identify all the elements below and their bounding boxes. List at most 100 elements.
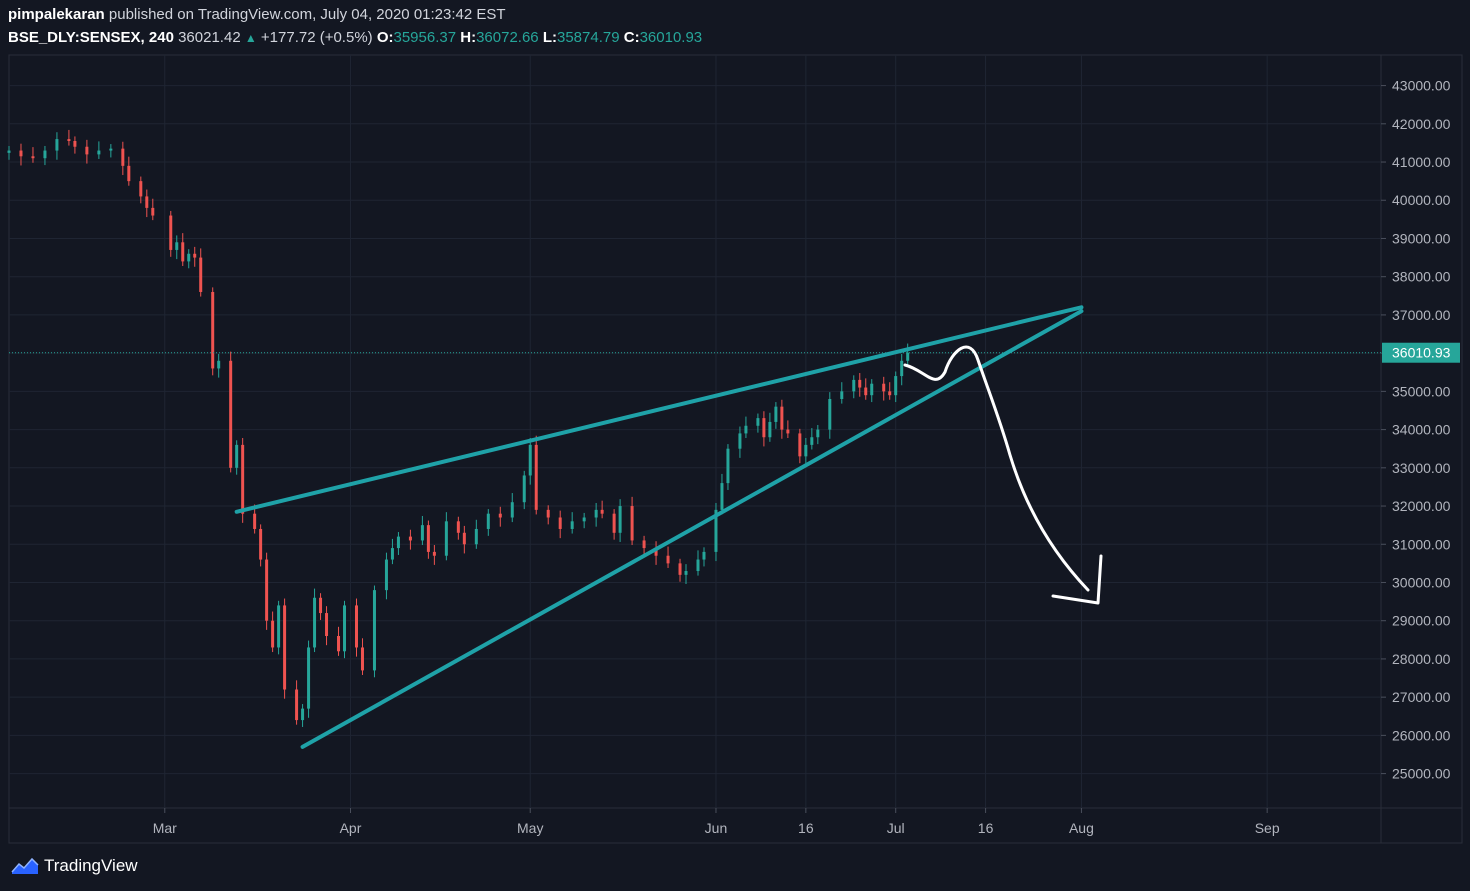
candle-body: [534, 444, 538, 510]
candle-body: [121, 148, 125, 166]
close-label: C:: [623, 29, 640, 46]
candle-body: [193, 253, 197, 258]
trendline-lower[interactable]: [300, 309, 1084, 749]
candle-body: [696, 559, 700, 572]
high-value: 36072.66: [476, 29, 539, 46]
low-value: 35874.79: [557, 29, 620, 46]
symbol-label[interactable]: BSE_DLY:SENSEX, 240: [8, 29, 174, 46]
x-tick-label: 16: [798, 820, 814, 836]
candle-body: [408, 536, 412, 541]
open-value: 35956.37: [393, 29, 457, 46]
candle-body: [432, 551, 436, 556]
y-tick-label: 28000.00: [1392, 651, 1451, 667]
candle-body: [390, 548, 394, 560]
candle-body: [360, 647, 364, 671]
y-tick-label: 42000.00: [1392, 116, 1451, 132]
candle-body: [139, 181, 143, 197]
x-tick-label: May: [517, 820, 543, 836]
candle-body: [235, 444, 239, 468]
candle-body: [295, 689, 299, 721]
candle-body: [546, 509, 550, 518]
candle-body: [253, 513, 257, 529]
candle-body: [271, 620, 275, 648]
candle-body: [702, 551, 706, 560]
candle-body: [894, 376, 898, 396]
hand-drawn-arrow[interactable]: [903, 345, 1090, 592]
x-tick-label: Jun: [705, 820, 728, 836]
candle-body: [768, 421, 772, 438]
candle-body: [462, 532, 466, 545]
candle-body: [864, 387, 868, 396]
y-tick-label: 27000.00: [1392, 689, 1451, 705]
candle-body: [55, 139, 59, 151]
candle-body: [169, 215, 173, 250]
candle-body: [720, 483, 724, 510]
candle-body: [714, 509, 718, 552]
candle-body: [666, 555, 670, 564]
candle-body: [19, 150, 23, 157]
candle-body: [558, 517, 562, 529]
x-tick-label: Jul: [887, 820, 905, 836]
candle-body: [325, 613, 329, 636]
candle-body: [600, 509, 604, 514]
candle-body: [528, 444, 532, 476]
candle-body: [744, 425, 748, 434]
candle-body: [384, 559, 388, 591]
ohlc-legend: BSE_DLY:SENSEX, 240 36021.42 ▲ +177.72 (…: [8, 29, 702, 46]
candle-body: [612, 513, 616, 533]
candle-body: [283, 605, 287, 690]
candle-body: [343, 605, 347, 652]
last-price-label: 36010.93: [1392, 345, 1451, 361]
author-name[interactable]: pimpalekaran: [8, 6, 105, 23]
x-tick-label: Apr: [340, 820, 362, 836]
candle-body: [313, 597, 317, 648]
footer: TradingView: [10, 856, 138, 876]
candle-body: [151, 207, 155, 216]
publish-info: pimpalekaran published on TradingView.co…: [8, 6, 506, 23]
candle-body: [277, 605, 281, 648]
candle-body: [738, 433, 742, 449]
candle-body: [307, 647, 311, 709]
y-tick-label: 38000.00: [1392, 269, 1451, 285]
last-price-tag: [1382, 342, 1460, 363]
y-tick-label: 41000.00: [1392, 154, 1451, 170]
candle-body: [900, 360, 904, 377]
candle-body: [31, 156, 35, 159]
y-tick-label: 40000.00: [1392, 192, 1451, 208]
low-label: L:: [542, 29, 557, 46]
candle-body: [301, 708, 305, 721]
candle-body: [798, 433, 802, 457]
tradingview-logo-icon[interactable]: [10, 856, 40, 876]
x-tick-label: Aug: [1069, 820, 1094, 836]
candle-body: [420, 525, 424, 541]
candle-body: [486, 513, 490, 529]
y-tick-label: 26000.00: [1392, 727, 1451, 743]
candle-body: [229, 360, 233, 468]
candle-body: [756, 418, 760, 426]
candle-body: [444, 521, 448, 556]
candle-body: [570, 521, 574, 529]
y-tick-label: 43000.00: [1392, 78, 1451, 94]
candle-body: [816, 429, 820, 438]
candle-body: [73, 141, 77, 147]
candle-body: [97, 150, 101, 155]
candle-body: [259, 528, 263, 560]
candle-body: [456, 521, 460, 533]
y-tick-label: 31000.00: [1392, 536, 1451, 552]
candle-body: [187, 253, 191, 262]
candle-body: [642, 540, 646, 549]
candle-body: [858, 379, 862, 388]
candle-body: [774, 406, 778, 422]
published-text: published on TradingView.com, July 04, 2…: [108, 6, 506, 23]
y-tick-label: 30000.00: [1392, 574, 1451, 590]
trendline-upper[interactable]: [234, 305, 1084, 514]
candle-body: [319, 597, 323, 614]
candle-body: [852, 379, 856, 392]
candle-body: [810, 437, 814, 445]
candle-body: [618, 506, 622, 533]
candle-body: [654, 548, 658, 556]
tradingview-brand[interactable]: TradingView: [44, 856, 138, 875]
up-arrow-icon: ▲: [244, 31, 257, 45]
candle-body: [684, 571, 688, 575]
